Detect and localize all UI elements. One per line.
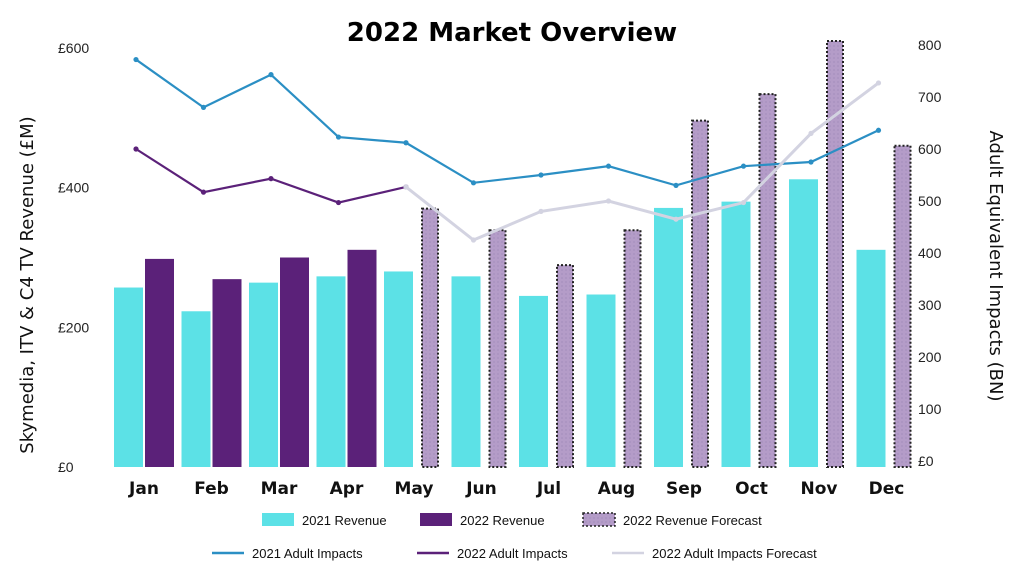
bars-layer (114, 40, 912, 469)
left-tick-label: £200 (58, 319, 89, 335)
right-tick-label: 200 (918, 349, 942, 365)
bar-2021-revenue-oct (721, 201, 751, 467)
bar-2022-revenue-feb (212, 279, 242, 467)
bar-2022-revenue-jan (145, 258, 174, 467)
point-2021-adult-impacts-jul (538, 172, 544, 178)
point-2022-adult-impacts-apr (335, 199, 342, 206)
point-2021-adult-impacts-mar (268, 72, 274, 78)
point-2021-adult-impacts-may (403, 140, 409, 146)
ticks-layer: £0 £200 £400 £600 £0 100 200 300 400 500 600 700 800… (58, 37, 942, 499)
x-tick-label-aug: Aug (598, 479, 635, 499)
x-tick-label-may: May (395, 479, 434, 499)
bar-2021-revenue-jul (519, 295, 548, 467)
bar-2022-revenue-forecast-oct (758, 93, 777, 468)
legend-label-2022-adult-impacts-forecast: 2022 Adult Impacts Forecast (652, 546, 817, 561)
legend-label-2021-adult-impacts: 2021 Adult Impacts (252, 546, 363, 561)
point-2021-adult-impacts-feb (200, 104, 207, 110)
point-2022-adult-impacts-feb (200, 189, 207, 195)
bar-2022-revenue-forecast-may (421, 207, 439, 468)
bar-2021-revenue-apr (316, 276, 346, 467)
right-tick-label: 700 (918, 89, 942, 105)
legend-label-2022-revenue-forecast: 2022 Revenue Forecast (623, 513, 762, 528)
right-tick-label: £0 (918, 453, 934, 469)
bar-2022-revenue-forecast-jun (488, 229, 507, 468)
x-tick-label-jun: Jun (465, 479, 497, 499)
right-tick-label: 500 (918, 193, 942, 209)
right-tick-label: 100 (918, 401, 942, 417)
bar-2021-revenue-may (384, 271, 413, 467)
bar-2022-revenue-forecast-sep (691, 119, 709, 468)
point-2022-adult-impacts-forecast-jul (538, 208, 544, 214)
x-tick-label-jul: Jul (536, 479, 561, 499)
bar-2021-revenue-feb (181, 311, 211, 467)
bar-2021-revenue-sep (654, 207, 683, 467)
bar-2022-revenue-forecast-aug (623, 229, 642, 468)
legend-label-2022-adult-impacts: 2022 Adult Impacts (457, 546, 568, 561)
point-2022-adult-impacts-forecast-aug (605, 198, 612, 204)
right-tick-label: 600 (918, 141, 942, 157)
right-tick-label: 800 (918, 37, 942, 53)
bar-2022-revenue-forecast-dec (893, 144, 912, 468)
line-2022-adult-impacts (135, 148, 407, 204)
bar-2021-revenue-mar (249, 282, 278, 467)
legend-label-2022-revenue: 2022 Revenue (460, 513, 545, 528)
bar-2022-revenue-mar (280, 257, 309, 467)
legend-swatch-2022-revenue (420, 513, 452, 526)
point-2022-adult-impacts-forecast-jun (470, 237, 477, 243)
x-tick-label-oct: Oct (735, 479, 768, 499)
left-axis-label: Skymedia, ITV & C4 TV Revenue (£M) (17, 116, 38, 453)
bar-2021-revenue-aug (586, 294, 616, 467)
point-2021-adult-impacts-oct (740, 163, 747, 169)
point-2022-adult-impacts-mar (268, 176, 274, 182)
x-tick-label-jan: Jan (128, 479, 159, 499)
point-2022-adult-impacts-forecast-oct (740, 199, 747, 206)
x-tick-label-feb: Feb (194, 479, 229, 499)
chart-title: 2022 Market Overview (347, 18, 677, 48)
point-2021-adult-impacts-nov (808, 159, 814, 165)
point-2021-adult-impacts-apr (335, 134, 342, 140)
x-tick-label-nov: Nov (801, 479, 838, 499)
bar-2021-revenue-jun (451, 276, 481, 467)
bar-2022-revenue-forecast-nov (826, 40, 844, 469)
point-2021-adult-impacts-dec (875, 127, 882, 133)
bar-2021-revenue-nov (789, 179, 818, 467)
right-axis-label: Adult Equivalent Impacts (BN) (985, 131, 1006, 402)
x-tick-label-dec: Dec (869, 479, 905, 499)
point-2022-adult-impacts-forecast-nov (808, 130, 814, 136)
point-2022-adult-impacts-forecast-dec (875, 80, 882, 86)
x-tick-label-mar: Mar (261, 479, 298, 499)
point-2021-adult-impacts-aug (605, 163, 612, 169)
point-2022-adult-impacts-forecast-sep (673, 216, 679, 222)
legend: 2021 Revenue 2022 Revenue 2022 Revenue For… (212, 512, 817, 561)
x-tick-label-apr: Apr (330, 479, 364, 499)
legend-label-2021-revenue: 2021 Revenue (302, 513, 387, 528)
point-2022-adult-impacts-forecast-may (403, 184, 409, 190)
point-2022-adult-impacts-jan (133, 146, 139, 152)
right-tick-label: 400 (918, 245, 942, 261)
right-tick-label: 300 (918, 297, 942, 313)
left-tick-label: £400 (58, 180, 89, 196)
left-tick-label: £0 (58, 459, 74, 475)
line-2022-adult-impacts-forecast (405, 81, 880, 242)
bar-2021-revenue-dec (856, 249, 886, 467)
legend-swatch-2022-revenue-forecast (582, 512, 616, 527)
point-2021-adult-impacts-jun (470, 180, 477, 186)
lines-layer (133, 56, 882, 243)
legend-swatch-2021-revenue (262, 513, 294, 526)
point-2021-adult-impacts-sep (673, 182, 679, 188)
bar-2022-revenue-forecast-jul (556, 264, 574, 468)
x-tick-label-sep: Sep (666, 479, 702, 499)
bar-2021-revenue-jan (114, 287, 143, 467)
left-tick-label: £600 (58, 40, 89, 56)
bar-2022-revenue-forecast-apr (347, 249, 377, 467)
point-2021-adult-impacts-jan (133, 56, 139, 63)
line-2021-adult-impacts (135, 58, 879, 187)
